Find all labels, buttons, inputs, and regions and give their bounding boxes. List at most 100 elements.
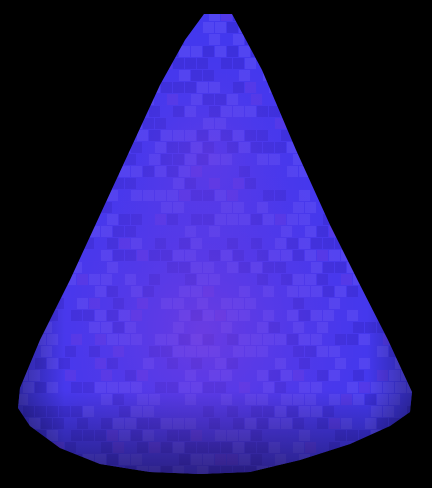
voxel-cell <box>383 286 394 297</box>
voxel-cell <box>107 478 118 488</box>
voxel-cell <box>59 118 70 129</box>
voxel-cell <box>377 34 388 45</box>
voxel-cell <box>365 34 376 45</box>
voxel-cell <box>329 178 340 189</box>
voxel-cell <box>41 466 52 474</box>
voxel-cell <box>29 442 40 453</box>
voxel-cell <box>119 118 130 129</box>
voxel-cell <box>47 70 58 81</box>
voxel-cell <box>359 454 370 465</box>
voxel-cell <box>389 178 400 189</box>
voxel-cell <box>371 238 382 249</box>
voxel-cell <box>365 82 376 93</box>
voxel-cell <box>131 478 142 488</box>
voxel-cell <box>0 430 10 441</box>
voxel-cell <box>419 190 430 201</box>
voxel-cell <box>377 130 388 141</box>
voxel-cell <box>383 118 394 129</box>
voxel-cell <box>365 274 376 285</box>
voxel-cell <box>407 22 412 33</box>
voxel-cell <box>155 478 166 488</box>
voxel-cell <box>23 262 34 273</box>
voxel-cell <box>41 442 52 453</box>
voxel-cell <box>317 178 328 189</box>
voxel-cell <box>413 82 424 93</box>
voxel-cell <box>149 34 160 45</box>
voxel-cell <box>395 70 406 81</box>
voxel-cell <box>89 34 100 45</box>
voxel-cell <box>65 250 76 261</box>
voxel-cell <box>89 106 100 117</box>
voxel-cell <box>323 478 334 488</box>
voxel-cell <box>95 478 106 488</box>
voxel-cell <box>89 178 100 189</box>
voxel-cell <box>413 370 424 381</box>
voxel-cell <box>95 190 106 201</box>
voxel-cell <box>419 262 430 273</box>
voxel-cell <box>281 466 292 474</box>
voxel-cell <box>311 166 322 177</box>
voxel-cell <box>359 70 370 81</box>
voxel-cell <box>395 166 406 177</box>
voxel-cell <box>179 478 190 488</box>
voxel-cell <box>287 94 298 105</box>
voxel-cell <box>83 94 94 105</box>
voxel-cell <box>365 58 376 69</box>
voxel-cell <box>77 178 88 189</box>
voxel-cell <box>18 358 22 369</box>
voxel-cell <box>0 382 10 393</box>
voxel-cell <box>281 106 292 117</box>
voxel-cell <box>185 14 196 21</box>
voxel-cell <box>395 478 406 488</box>
voxel-cell <box>383 454 394 465</box>
voxel-cell <box>353 226 364 237</box>
voxel-cell <box>377 82 388 93</box>
voxel-cell <box>401 298 412 309</box>
voxel-cell <box>29 106 40 117</box>
voxel-cell <box>83 478 94 488</box>
voxel-cell <box>18 142 22 153</box>
voxel-cell <box>317 14 328 21</box>
voxel-cell <box>53 178 64 189</box>
voxel-cell <box>389 14 400 21</box>
voxel-cell <box>29 202 40 213</box>
voxel-cell <box>353 442 364 453</box>
voxel-cell <box>191 478 202 488</box>
voxel-cell <box>71 22 82 33</box>
voxel-cell <box>305 106 316 117</box>
voxel-cell <box>5 274 16 285</box>
voxel-cell <box>29 178 40 189</box>
voxel-cell <box>77 154 88 165</box>
voxel-cell <box>29 466 40 474</box>
voxel-cell <box>383 22 394 33</box>
voxel-cell <box>407 262 412 273</box>
voxel-cell <box>89 154 100 165</box>
voxel-cell <box>299 46 310 57</box>
voxel-cell <box>401 154 412 165</box>
voxel-cell <box>107 118 118 129</box>
voxel-cell <box>413 154 424 165</box>
voxel-cell <box>413 442 424 453</box>
voxel-cell <box>23 478 34 488</box>
voxel-cell <box>65 82 76 93</box>
voxel-cell <box>29 322 40 333</box>
voxel-cell <box>29 274 40 285</box>
voxel-cell <box>317 106 328 117</box>
voxel-cell <box>101 466 112 474</box>
voxel-cell <box>65 202 76 213</box>
voxel-cell <box>18 34 28 45</box>
voxel-cell <box>383 142 394 153</box>
voxel-cell <box>329 58 340 69</box>
voxel-cell <box>353 250 364 261</box>
voxel-cell <box>395 238 406 249</box>
voxel-cell <box>107 70 118 81</box>
voxel-cell <box>407 70 412 81</box>
voxel-cell <box>329 82 340 93</box>
voxel-cell <box>18 334 22 345</box>
voxel-cell <box>401 202 412 213</box>
voxel-cell <box>413 346 424 357</box>
voxel-cell <box>389 106 400 117</box>
voxel-cell <box>389 322 400 333</box>
voxel-cell <box>389 442 400 453</box>
